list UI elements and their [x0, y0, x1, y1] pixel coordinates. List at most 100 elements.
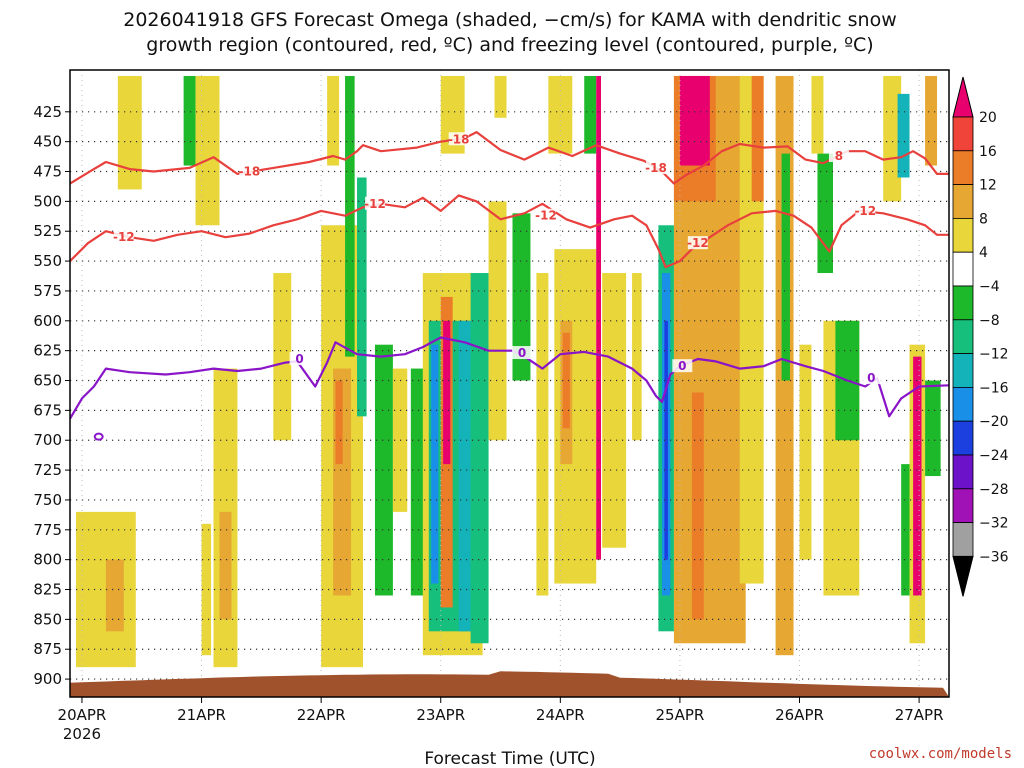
contour-label-freezing: 0: [867, 371, 875, 385]
omega-cell: [183, 75, 196, 166]
omega-cell: [195, 75, 220, 226]
omega-cell: [494, 75, 507, 118]
omega-cell: [273, 273, 292, 441]
omega-cell: [596, 75, 601, 560]
omega-cell: [536, 273, 549, 596]
y-tick-label: 600: [33, 312, 62, 330]
omega-cell: [897, 93, 910, 178]
colorbar-swatch: [952, 488, 974, 523]
chart-title-line-2: growth region (contoured, red, ºC) and f…: [146, 34, 873, 56]
omega-cell: [117, 75, 142, 190]
contour-label-minus18-bg: [448, 132, 469, 146]
contour-label-minus18-bg: [646, 160, 666, 174]
omega-cell: [562, 332, 570, 429]
colorbar-bottom-arrow: [952, 555, 974, 597]
omega-cell: [584, 75, 597, 154]
y-axis: 425 450 475 500 525 550 575 600 625 650 675 700 725 7…: [33, 103, 70, 688]
omega-cell: [739, 75, 764, 584]
colorbar-swatch: [952, 116, 974, 152]
y-tick-label: 875: [33, 640, 62, 658]
colorbar-label: 4: [979, 245, 988, 261]
colorbar-label: −12: [979, 347, 1009, 363]
x-tick-label: 26APR: [775, 706, 824, 724]
contour-label-minus12-bg: [855, 203, 876, 217]
contour-label-minus8-bg: [828, 148, 849, 162]
contour-label-minus12-bg: [364, 196, 385, 210]
omega-cell: [925, 380, 941, 477]
contour-label-minus18: -18: [448, 132, 470, 146]
omega-cell: [799, 344, 812, 560]
colorbar-swatch: [952, 184, 974, 219]
contour-freezing-level: [70, 336, 949, 420]
x-axis: 20APR 21APR 22APR 23APR 24APR 25APR 26APR 27APR…: [58, 697, 944, 743]
contour-label-freezing-bg: [861, 371, 882, 385]
contour-label-freezing: 0: [295, 352, 303, 366]
y-tick-label: 425: [33, 103, 62, 121]
x-tick-label: 22APR: [297, 706, 346, 724]
omega-cell: [817, 153, 833, 274]
y-tick-label: 750: [33, 491, 62, 509]
y-tick-label: 625: [33, 342, 62, 360]
omega-cell: [512, 213, 531, 381]
contour-label-freezing-bg: [289, 352, 310, 366]
omega-cell: [925, 75, 938, 166]
contour-label-minus18: -18: [239, 165, 261, 179]
omega-cell: [357, 177, 367, 417]
colorbar-label: −20: [979, 414, 1009, 430]
grid-lines: [70, 70, 949, 697]
omega-cell: [470, 273, 489, 644]
omega-cell: [335, 380, 343, 465]
colorbar-top-arrow: [952, 76, 974, 118]
omega-cell: [443, 320, 451, 465]
omega-cell: [811, 75, 824, 154]
colorbar-swatch: [952, 353, 974, 388]
colorbar-label: −16: [979, 380, 1009, 396]
omega-cell: [901, 464, 914, 596]
omega-cell: [374, 344, 393, 596]
y-tick-label: 775: [33, 521, 62, 539]
colorbar-label: 12: [979, 178, 997, 194]
y-tick-label: 675: [33, 401, 62, 419]
y-tick-label: 850: [33, 610, 62, 628]
contour-label-minus12: -12: [364, 197, 386, 211]
x-tick-label: 20APR: [58, 706, 107, 724]
colorbar-label: 20: [979, 110, 997, 126]
omega-cell: [883, 75, 902, 202]
contour-label-minus18-bg: [239, 164, 260, 178]
contour-label-minus12-bg: [687, 236, 708, 250]
omega-cell: [632, 273, 642, 441]
contour-freezing-blob: [93, 432, 104, 441]
omega-cell: [458, 320, 471, 632]
contour-label-minus12: -12: [854, 204, 876, 218]
colorbar-label: 8: [979, 211, 988, 227]
y-tick-label: 500: [33, 192, 62, 210]
omega-cell: [691, 392, 704, 620]
terrain: [70, 671, 949, 697]
terrain-ground: [70, 671, 949, 697]
contour-label-freezing: 0: [518, 346, 526, 360]
x-tick-label: 24APR: [536, 706, 585, 724]
y-tick-label: 650: [33, 372, 62, 390]
omega-cell: [548, 75, 573, 154]
contour-label-freezing: 0: [678, 359, 686, 373]
contour-label-minus12-bg: [113, 230, 134, 244]
contour-label-freezing-bg: [512, 346, 533, 360]
contour-label-minus12: -12: [113, 230, 135, 244]
omega-cell: [679, 75, 710, 166]
y-tick-label: 800: [33, 551, 62, 569]
omega-cell: [781, 153, 790, 381]
x-tick-label: 25APR: [656, 706, 705, 724]
x-tick-label: 23APR: [416, 706, 465, 724]
chart-title-line-1: 2026041918 GFS Forecast Omega (shaded, −…: [123, 9, 897, 31]
credit-link[interactable]: coolwx.com/models: [869, 746, 1012, 762]
omega-cell: [488, 201, 507, 441]
y-tick-label: 900: [33, 670, 62, 688]
colorbar-swatch: [952, 251, 974, 287]
plot-frame: [69, 69, 950, 698]
colorbar-swatch: [952, 217, 974, 253]
y-tick-label: 825: [33, 581, 62, 599]
contour-label-minus12: -12: [535, 209, 557, 223]
y-tick-label: 475: [33, 163, 62, 181]
x-tick-year: 2026: [63, 725, 101, 743]
